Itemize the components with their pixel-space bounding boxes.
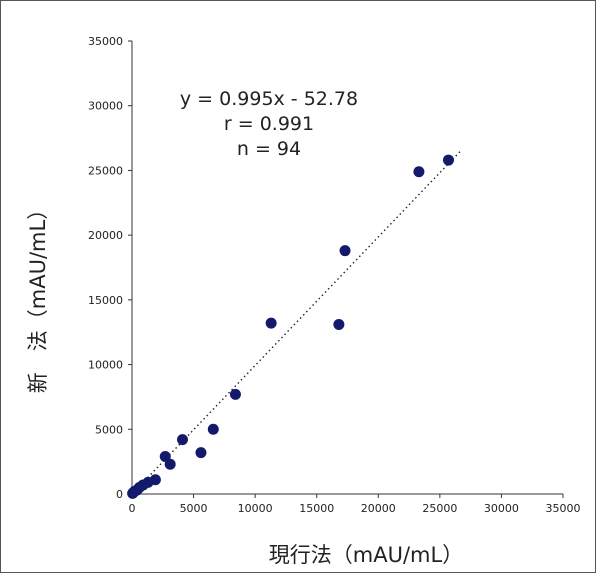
- y-axis-ticks: 0 5000 10000 15000 20000 25000 30000 35000: [88, 35, 132, 501]
- x-tick-label: 35000: [546, 502, 581, 515]
- data-points: [127, 154, 454, 499]
- data-point: [127, 487, 139, 499]
- y-tick-label: 5000: [95, 423, 123, 436]
- y-tick-label: 30000: [88, 100, 123, 113]
- x-tick-label: 0: [129, 502, 136, 515]
- y-tick-label: 20000: [88, 229, 123, 242]
- y-axis-title: 新 法（mAU/mL）: [26, 199, 50, 393]
- data-point: [333, 318, 345, 330]
- x-tick-label: 20000: [361, 502, 396, 515]
- x-tick-label: 15000: [299, 502, 334, 515]
- x-axis-ticks: 0 5000 10000 15000 20000 25000 30000 35000: [129, 494, 581, 515]
- annotations: y = 0.995x - 52.78 r = 0.991 n = 94 現行法（…: [26, 88, 463, 567]
- fit-line: [131, 149, 463, 495]
- x-axis-title: 現行法（mAU/mL）: [269, 543, 463, 567]
- data-point: [265, 317, 277, 329]
- correlation-coefficient: r = 0.991: [224, 113, 314, 135]
- data-point: [164, 458, 176, 470]
- y-tick-label: 0: [116, 488, 123, 501]
- x-tick-label: 5000: [180, 502, 208, 515]
- y-tick-label: 10000: [88, 359, 123, 372]
- data-point: [442, 154, 454, 166]
- x-tick-label: 25000: [422, 502, 457, 515]
- axes: [131, 41, 563, 495]
- data-point: [413, 166, 425, 178]
- data-point: [176, 434, 188, 446]
- x-tick-label: 30000: [484, 502, 519, 515]
- fit-line-group: [131, 149, 463, 495]
- y-tick-label: 25000: [88, 164, 123, 177]
- data-point: [339, 245, 351, 257]
- x-tick-label: 10000: [238, 502, 273, 515]
- regression-equation: y = 0.995x - 52.78: [180, 88, 358, 110]
- y-tick-label: 15000: [88, 294, 123, 307]
- y-tick-label: 35000: [88, 35, 123, 48]
- data-point: [229, 388, 241, 400]
- sample-count: n = 94: [237, 138, 301, 160]
- data-point: [195, 447, 207, 459]
- data-point: [207, 423, 219, 435]
